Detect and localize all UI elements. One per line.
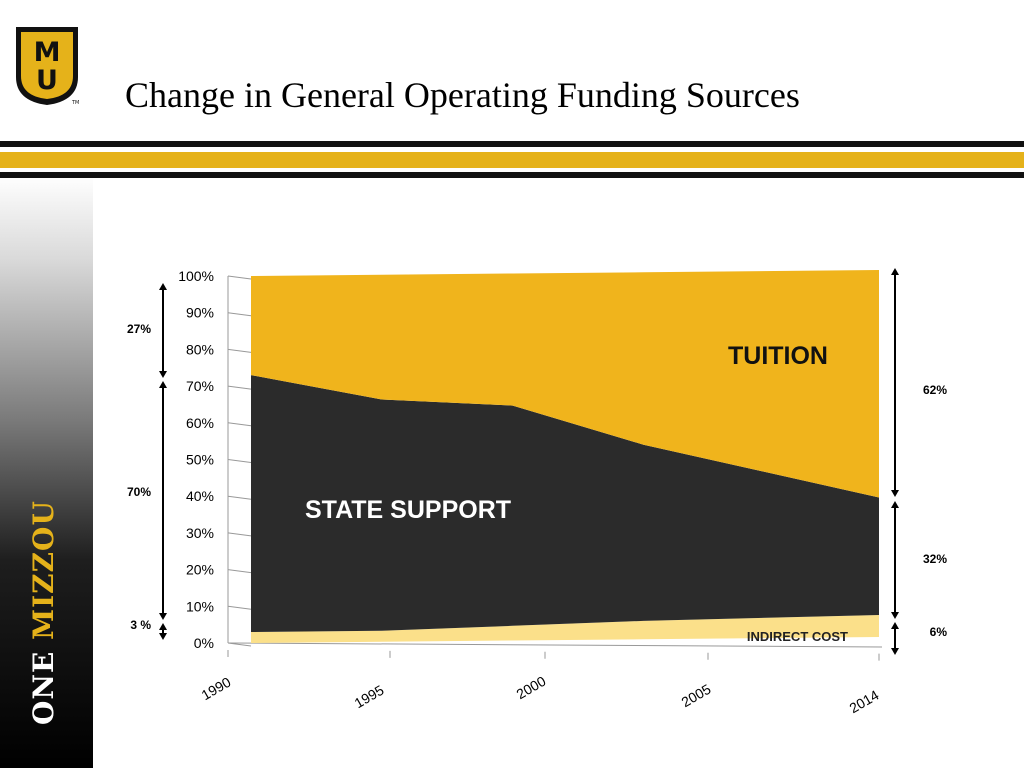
right-percent-label: 6% [930, 625, 948, 639]
right-percent-label: 32% [923, 552, 947, 566]
sidebar: M U TM ONE MIZZOU [0, 0, 93, 768]
x-tick-label: 2005 [679, 681, 714, 711]
arrow-head-top [159, 381, 167, 388]
area-tuition [251, 270, 879, 498]
y-tick-label: 30% [186, 525, 214, 541]
y-tick-label: 90% [186, 305, 214, 321]
y-tick-label: 70% [186, 378, 214, 394]
chart-areas [251, 270, 879, 643]
y-gridline [227, 348, 252, 353]
chart-axes: 0% 10% 20% 30% 40% 50% 60% 70% 80% 90% 100% 1990 199… [178, 268, 883, 717]
chart-annotations: 27% 70% 3 % 62% 32% 6% [127, 268, 947, 655]
slide-title: Change in General Operating Funding Sour… [125, 75, 800, 115]
left-percent-label: 3 % [130, 618, 151, 632]
y-tick-label: 0% [194, 635, 214, 651]
x-tick-label: 1995 [352, 682, 387, 712]
area-indirect-cost [251, 615, 879, 643]
y-gridline [227, 532, 252, 537]
left-percent-label: 70% [127, 485, 151, 499]
svg-text:U: U [36, 65, 58, 96]
y-tick-label: 10% [186, 598, 214, 614]
chart-labels: INDIRECT COST STATE SUPPORT TUITION [305, 342, 848, 644]
y-tick-label: 20% [186, 562, 214, 578]
series-label-state-support: STATE SUPPORT [305, 496, 511, 524]
right-arrow-indirect [891, 622, 899, 655]
y-gridline [227, 495, 252, 500]
arrow-head-bottom [159, 633, 167, 640]
header-stripe-top [0, 141, 1024, 147]
arrow-head-top [891, 622, 899, 629]
x-tick-label: 1990 [199, 674, 234, 704]
right-percent-label: 62% [923, 383, 947, 397]
left-percent-label: 27% [127, 322, 151, 336]
arrow-head-bottom [891, 490, 899, 497]
series-label-tuition: TUITION [728, 342, 828, 370]
y-tick-label: 40% [186, 488, 214, 504]
header-stripe-gold [0, 152, 1024, 168]
arrow-head-top [891, 268, 899, 275]
left-arrow-indirect [159, 623, 167, 640]
y-tick-label: 60% [186, 415, 214, 431]
y-tick-label: 50% [186, 452, 214, 468]
y-gridline [227, 459, 252, 463]
svg-text:M: M [34, 37, 61, 68]
area-state-support [251, 375, 879, 632]
right-arrow-state [891, 501, 899, 619]
x-tick-label: 2014 [847, 687, 882, 717]
left-arrow-tuition [159, 283, 167, 378]
y-tick-label: 80% [186, 341, 214, 357]
y-gridline [227, 569, 252, 574]
x-axis-line [227, 642, 883, 648]
x-tick-label: 2000 [514, 673, 549, 703]
arrow-head-bottom [891, 648, 899, 655]
arrow-head-bottom [891, 612, 899, 619]
arrow-head-bottom [159, 371, 167, 378]
right-arrow-tuition [891, 268, 899, 497]
arrow-head-top [891, 501, 899, 508]
y-gridline [227, 605, 252, 610]
y-gridline [227, 312, 252, 317]
y-gridline [227, 385, 252, 390]
y-gridline [227, 422, 252, 427]
y-tick-label: 100% [178, 268, 214, 284]
header-stripe-bottom [0, 172, 1024, 178]
left-arrow-state [159, 381, 167, 620]
svg-text:TM: TM [71, 100, 79, 106]
arrow-head-bottom [159, 613, 167, 620]
series-label-indirect-cost: INDIRECT COST [747, 629, 848, 644]
mizzou-logo: M U TM [16, 27, 79, 106]
arrow-head-top [159, 283, 167, 290]
y-gridline [227, 275, 252, 280]
arrow-head-top [159, 623, 167, 630]
